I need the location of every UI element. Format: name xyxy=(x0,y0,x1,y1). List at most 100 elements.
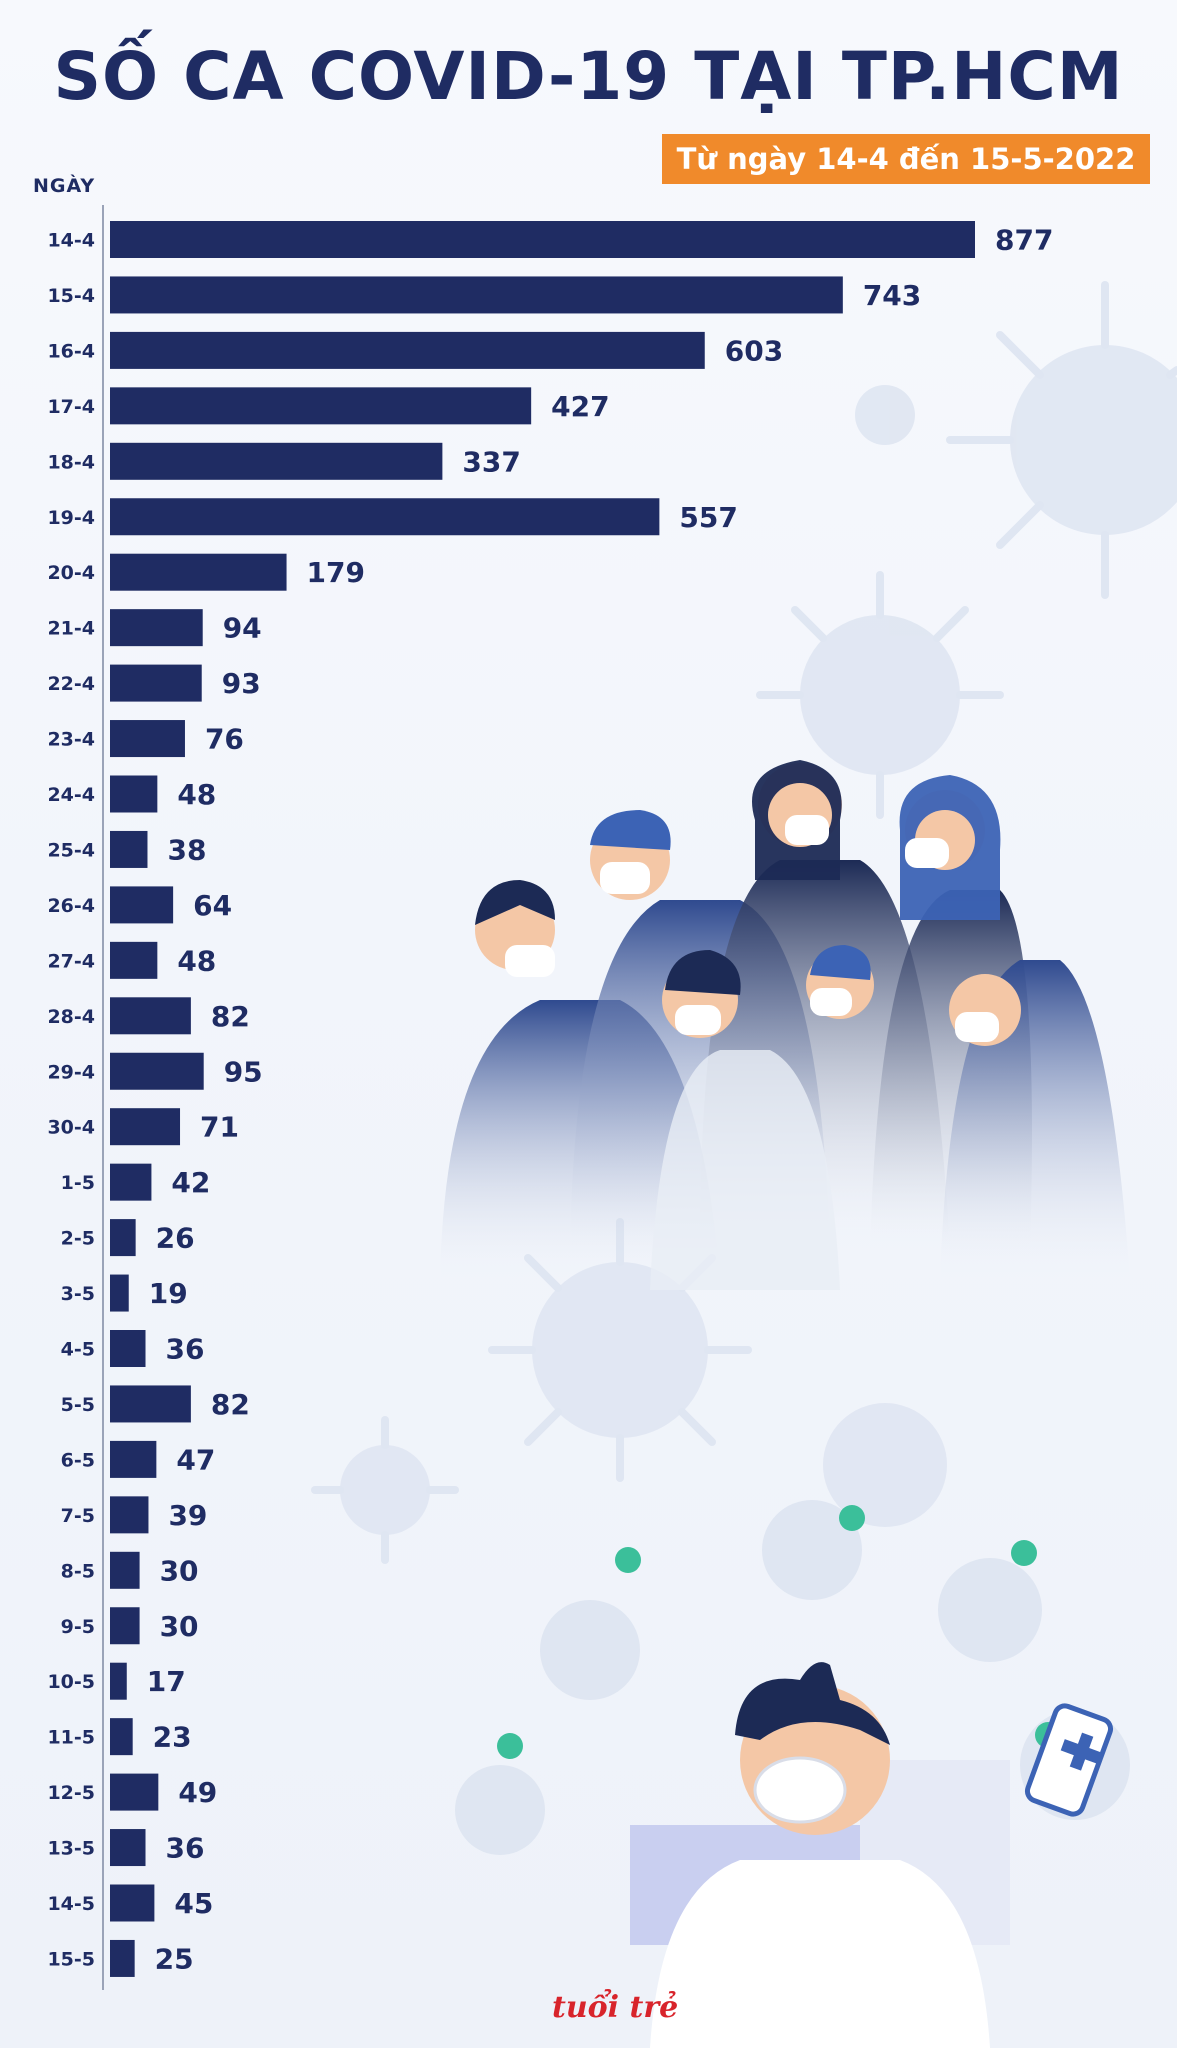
category-tick-label: 9-5 xyxy=(61,1616,95,1638)
bar-22-4 xyxy=(110,664,202,702)
category-tick-label: 11-5 xyxy=(47,1727,95,1749)
category-tick-label: 5-5 xyxy=(61,1394,95,1416)
bar-12-5 xyxy=(110,1773,159,1811)
category-tick-label: 6-5 xyxy=(61,1449,95,1471)
category-tick-label: 14-4 xyxy=(47,230,95,252)
y-axis-label: NGÀY xyxy=(33,175,96,197)
bar-3-5 xyxy=(110,1274,129,1312)
bar-7-5 xyxy=(110,1496,149,1534)
bar-value-label: 45 xyxy=(174,1887,213,1920)
category-tick-label: 25-4 xyxy=(47,839,95,861)
category-tick-label: 16-4 xyxy=(47,340,95,362)
bar-17-4 xyxy=(110,387,532,425)
bar-21-4 xyxy=(110,609,203,647)
bar-20-4 xyxy=(110,553,287,591)
category-tick-label: 26-4 xyxy=(47,895,95,917)
category-tick-label: 12-5 xyxy=(47,1782,95,1804)
bar-value-label: 39 xyxy=(168,1499,207,1532)
bar-29-4 xyxy=(110,1052,204,1090)
bar-value-label: 26 xyxy=(156,1222,195,1255)
date-range-badge: Từ ngày 14-4 đến 15-5-2022 xyxy=(662,134,1150,184)
bar-value-label: 743 xyxy=(863,279,921,312)
bar-value-label: 36 xyxy=(166,1832,205,1865)
bar-24-4 xyxy=(110,775,158,813)
bar-8-5 xyxy=(110,1551,140,1589)
bar-23-4 xyxy=(110,720,185,758)
bar-9-5 xyxy=(110,1607,140,1645)
bar-value-label: 82 xyxy=(211,1388,250,1421)
bar-value-label: 48 xyxy=(177,944,216,977)
category-tick-label: 20-4 xyxy=(47,562,95,584)
page-title: SỐ CA COVID-19 TẠI TP.HCM xyxy=(53,38,1124,115)
category-tick-label: 4-5 xyxy=(61,1339,95,1361)
check-icon xyxy=(1011,1540,1037,1566)
category-tick-label: 19-4 xyxy=(47,507,95,529)
bar-value-label: 337 xyxy=(462,445,520,478)
bar-value-label: 23 xyxy=(153,1721,192,1754)
bar-26-4 xyxy=(110,886,174,924)
category-tick-label: 14-5 xyxy=(47,1893,95,1915)
bar-14-5 xyxy=(110,1884,155,1922)
doctor-illustration xyxy=(455,1500,1130,2048)
category-tick-label: 22-4 xyxy=(47,673,95,695)
bar-value-label: 30 xyxy=(160,1554,199,1587)
bar-value-label: 82 xyxy=(211,1000,250,1033)
category-tick-label: 24-4 xyxy=(47,784,95,806)
bar-value-label: 38 xyxy=(167,833,206,866)
bar-10-5 xyxy=(110,1662,127,1700)
category-tick-label: 2-5 xyxy=(61,1228,95,1250)
bar-11-5 xyxy=(110,1718,133,1756)
bar-27-4 xyxy=(110,941,158,979)
check-icon xyxy=(615,1547,641,1573)
category-tick-label: 15-5 xyxy=(47,1948,95,1970)
virus-icon xyxy=(340,1445,430,1535)
bar-16-4 xyxy=(110,331,705,369)
category-tick-label: 29-4 xyxy=(47,1061,95,1083)
bar-15-5 xyxy=(110,1939,135,1977)
virus-icon xyxy=(800,615,960,775)
category-tick-label: 10-5 xyxy=(47,1671,95,1693)
bar-value-label: 42 xyxy=(171,1166,210,1199)
bar-value-label: 49 xyxy=(178,1776,217,1809)
category-tick-label: 27-4 xyxy=(47,950,95,972)
check-icon xyxy=(497,1733,523,1759)
crowd-illustration xyxy=(440,760,1130,1290)
bar-value-label: 95 xyxy=(224,1055,263,1088)
category-tick-label: 23-4 xyxy=(47,729,95,751)
virus-icon xyxy=(855,385,915,445)
bar-value-label: 30 xyxy=(160,1610,199,1643)
bar-value-label: 76 xyxy=(205,723,244,756)
category-tick-label: 17-4 xyxy=(47,396,95,418)
bar-18-4 xyxy=(110,442,443,480)
bar-30-4 xyxy=(110,1108,181,1146)
bar-value-label: 19 xyxy=(149,1277,188,1310)
bar-value-label: 36 xyxy=(166,1333,205,1366)
category-tick-label: 28-4 xyxy=(47,1006,95,1028)
category-tick-label: 15-4 xyxy=(47,285,95,307)
bar-19-4 xyxy=(110,498,660,536)
category-tick-label: 3-5 xyxy=(61,1283,95,1305)
bar-14-4 xyxy=(110,221,975,258)
bar-value-label: 427 xyxy=(551,390,609,423)
bar-value-label: 17 xyxy=(147,1665,186,1698)
bar-2-5 xyxy=(110,1219,136,1257)
virus-icon xyxy=(1010,345,1177,535)
bar-value-label: 48 xyxy=(177,778,216,811)
bar-5-5 xyxy=(110,1385,191,1423)
virus-icon xyxy=(532,1262,708,1438)
bar-15-4 xyxy=(110,276,843,314)
bar-6-5 xyxy=(110,1440,157,1478)
check-icon xyxy=(839,1505,865,1531)
bar-value-label: 71 xyxy=(200,1111,239,1144)
bar-value-label: 557 xyxy=(679,501,737,534)
bar-value-label: 94 xyxy=(223,612,262,645)
category-tick-label: 18-4 xyxy=(47,451,95,473)
virus-icon xyxy=(823,1403,947,1527)
category-tick-label: 13-5 xyxy=(47,1838,95,1860)
bar-28-4 xyxy=(110,997,191,1035)
bar-value-label: 47 xyxy=(176,1443,215,1476)
category-tick-label: 30-4 xyxy=(47,1117,95,1139)
category-tick-label: 7-5 xyxy=(61,1505,95,1527)
